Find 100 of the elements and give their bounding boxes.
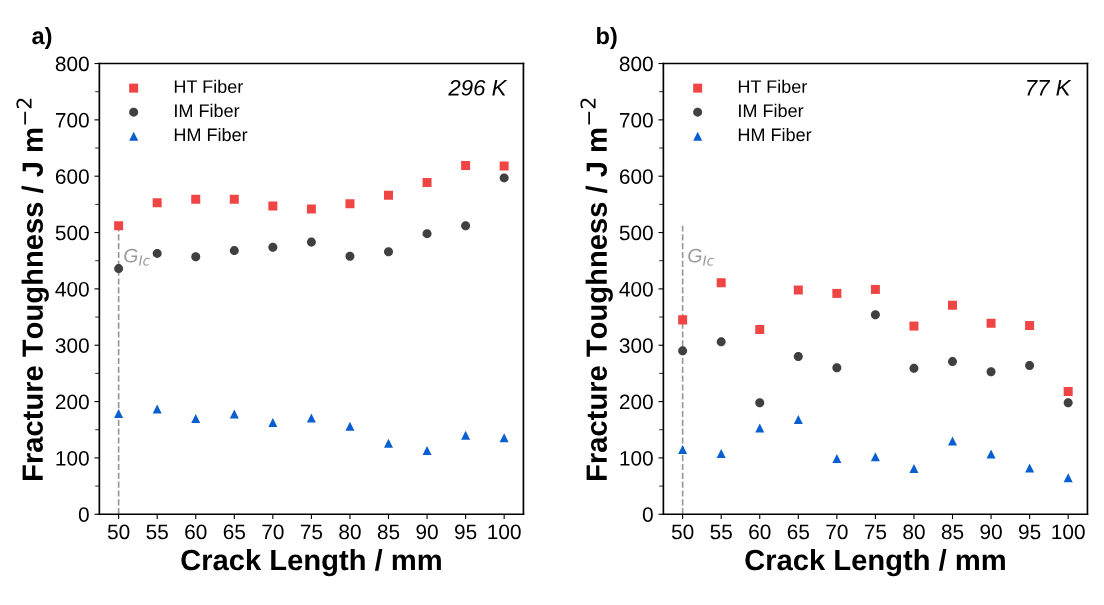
- point: [114, 408, 124, 418]
- legend-label: HT Fiber: [738, 79, 807, 94]
- annotation: 77 K: [1027, 80, 1072, 96]
- point: [793, 415, 803, 425]
- y-tick-label: 100: [620, 450, 653, 466]
- point: [716, 448, 726, 458]
- x-tick-label: 70: [262, 524, 284, 540]
- y-tick-label: 200: [619, 394, 653, 410]
- y-tick-label: 100: [56, 450, 89, 466]
- point: [191, 252, 201, 262]
- point: [384, 190, 393, 200]
- point: [1063, 398, 1073, 408]
- point: [870, 284, 880, 294]
- point: [152, 248, 162, 258]
- legend-label: HM Fiber: [738, 127, 812, 142]
- y-tick-label: 500: [55, 225, 89, 241]
- x-tick-label: 95: [1019, 524, 1041, 540]
- y-tick-label: 0: [78, 507, 89, 522]
- point: [755, 398, 765, 408]
- point: [345, 199, 355, 209]
- x-tick-label: 85: [941, 524, 964, 540]
- point: [1063, 473, 1073, 483]
- point: [716, 337, 726, 347]
- y-tick-label: 700: [55, 112, 89, 128]
- point: [678, 444, 688, 454]
- point: [909, 464, 919, 474]
- y-tick-label: 500: [619, 225, 653, 241]
- point: [832, 288, 842, 298]
- y-tick-label: 0: [642, 507, 653, 522]
- x-tick-label: 80: [903, 524, 925, 540]
- point: [870, 310, 880, 320]
- chart-title: b): [597, 26, 617, 49]
- point: [152, 198, 162, 208]
- x-axis-title: Crack Length / mm: [745, 548, 1005, 577]
- x-tick-label: 60: [749, 524, 771, 540]
- point: [755, 324, 765, 334]
- y-axis-title: Fracture Toughness / J m$^{−2}$: [16, 98, 49, 481]
- point: [1025, 463, 1035, 473]
- x-tick-label: 50: [107, 524, 130, 540]
- y-tick-label: 300: [619, 338, 653, 353]
- y-tick-label: 300: [55, 338, 89, 353]
- point: [422, 446, 432, 456]
- point: [909, 363, 919, 373]
- point: [870, 452, 880, 462]
- point: [229, 246, 239, 256]
- x-tick-label: 60: [185, 524, 207, 540]
- point: [716, 278, 726, 288]
- point: [678, 315, 688, 325]
- point: [461, 430, 471, 440]
- y-tick-label: 400: [55, 281, 89, 297]
- x-tick-label: 50: [671, 524, 694, 540]
- chart-title: a): [32, 26, 52, 49]
- point: [306, 204, 316, 214]
- x-tick-label: 95: [454, 524, 477, 540]
- x-axis-title: Crack Length / mm: [181, 548, 441, 577]
- point: [461, 221, 471, 231]
- point: [909, 321, 919, 331]
- legend-label: IM Fiber: [175, 103, 240, 118]
- point: [114, 221, 124, 231]
- y-axis-title: Fracture Toughness / J m$^{−2}$: [580, 98, 613, 481]
- x-tick-label: 55: [710, 524, 732, 540]
- point: [793, 352, 803, 361]
- point: [268, 201, 278, 211]
- point: [345, 251, 355, 261]
- point: [384, 438, 393, 448]
- point: [986, 367, 996, 377]
- point: [499, 433, 509, 443]
- point: [191, 413, 201, 423]
- x-tick-label: 80: [339, 524, 361, 540]
- point: [499, 173, 509, 183]
- y-tick-label: 600: [55, 169, 89, 184]
- point: [345, 421, 355, 431]
- point: [793, 285, 803, 295]
- x-tick-label: 75: [300, 524, 323, 540]
- x-tick-label: 75: [864, 524, 887, 540]
- point: [986, 318, 996, 328]
- point: [1025, 321, 1035, 331]
- point: [832, 453, 842, 463]
- point: [1063, 386, 1073, 396]
- point: [755, 423, 765, 433]
- point: [268, 242, 278, 252]
- x-tick-label: 90: [416, 524, 438, 540]
- ref-line-label: G$_{Ic}$: [124, 248, 150, 266]
- point: [306, 237, 316, 247]
- legend-label: IM Fiber: [739, 103, 804, 118]
- x-tick-label: 65: [223, 524, 246, 540]
- ref-line-label: G$_{Ic}$: [688, 248, 714, 266]
- point: [678, 346, 688, 356]
- y-tick-label: 800: [55, 56, 89, 72]
- x-tick-label: 100: [488, 524, 521, 540]
- point: [499, 161, 509, 171]
- x-tick-label: 100: [1052, 524, 1085, 540]
- point: [1025, 361, 1035, 371]
- y-tick-label: 200: [55, 394, 89, 410]
- annotation: 296 K: [448, 79, 508, 96]
- point: [948, 300, 958, 310]
- point: [832, 363, 842, 373]
- x-tick-label: 65: [787, 524, 810, 540]
- point: [384, 247, 393, 257]
- x-tick-label: 90: [980, 524, 1002, 540]
